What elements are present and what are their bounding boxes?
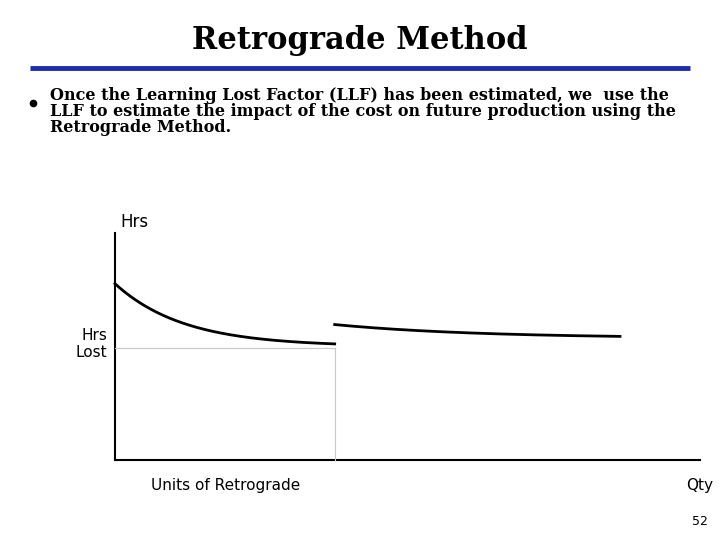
Text: Hrs: Hrs — [120, 213, 148, 231]
Text: Retrograde Method: Retrograde Method — [192, 24, 528, 56]
Text: Retrograde Method.: Retrograde Method. — [50, 118, 231, 136]
Text: Hrs
Lost: Hrs Lost — [76, 328, 107, 360]
Text: LLF to estimate the impact of the cost on future production using the: LLF to estimate the impact of the cost o… — [50, 103, 676, 119]
Text: Qty: Qty — [686, 478, 714, 493]
Text: Units of Retrograde: Units of Retrograde — [151, 478, 301, 493]
Text: Once the Learning Lost Factor (LLF) has been estimated, we  use the: Once the Learning Lost Factor (LLF) has … — [50, 86, 669, 104]
Text: 52: 52 — [692, 515, 708, 528]
